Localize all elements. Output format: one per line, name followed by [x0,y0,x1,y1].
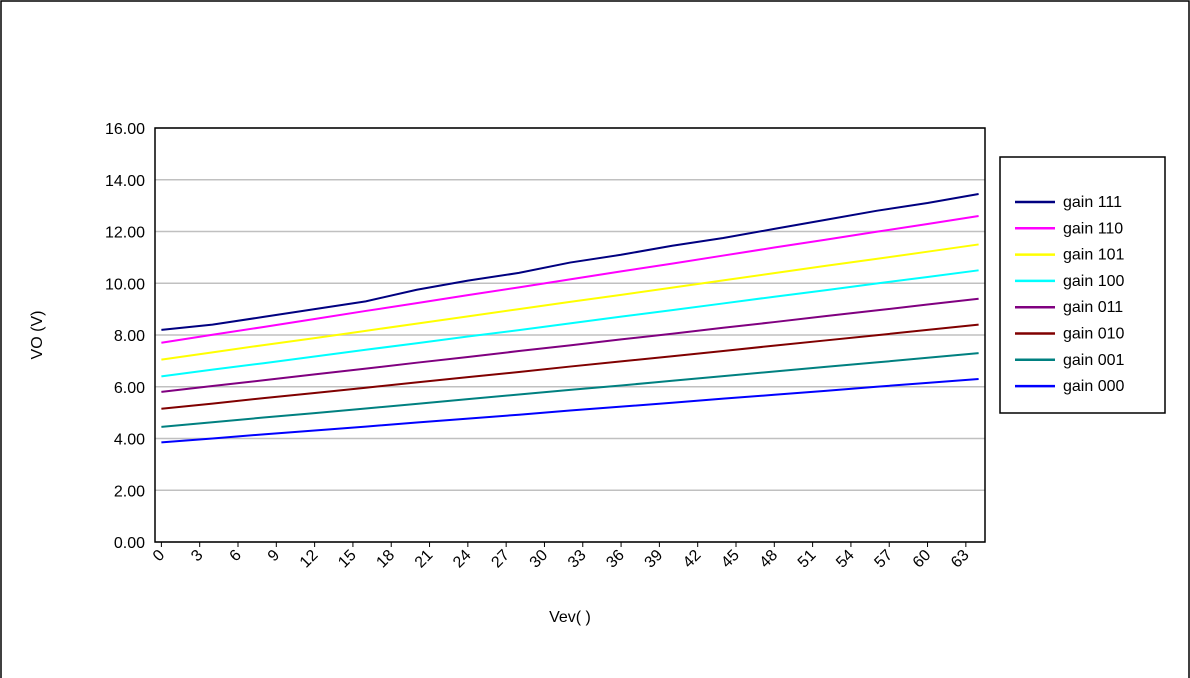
y-axis-label: VO (V) [29,311,46,360]
legend-label: gain 110 [1063,220,1123,237]
y-tick-label: 8.00 [114,328,145,345]
legend-label: gain 001 [1063,352,1124,369]
y-tick-label: 4.00 [114,432,145,449]
y-tick-label: 12.00 [105,225,145,242]
chart: Vev( ) VO (V) 0.00 2.00 4.00 6.00 8.00 10.00 1… [0,0,1190,678]
y-tick-label: 6.00 [114,380,145,397]
y-tick-label: 10.00 [105,276,145,293]
y-tick-label: 2.00 [114,483,145,500]
y-tick-label: 0.00 [114,535,145,552]
legend-label: gain 011 [1063,299,1123,316]
legend-label: gain 010 [1063,326,1124,343]
legend-label: gain 000 [1063,378,1124,395]
y-tick-label: 16.00 [105,121,145,138]
legend-label: gain 101 [1063,247,1124,264]
legend-label: gain 100 [1063,273,1124,290]
y-tick-label: 14.00 [105,173,145,190]
legend-label: gain 111 [1063,194,1122,211]
x-axis-label: Vev( ) [549,609,591,626]
